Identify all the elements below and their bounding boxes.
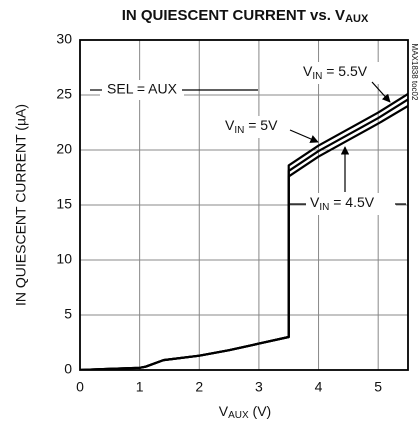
figure-note: MAX1838 toc02 [410,44,419,101]
x-tick-label: 1 [136,379,144,395]
annotation: VIN = 5.5V [303,63,368,82]
x-tick-label: 3 [255,379,263,395]
y-tick-label: 5 [64,306,72,322]
x-tick-label: 4 [315,379,323,395]
annotation: SEL = AUX [107,81,178,97]
arrow [289,129,319,143]
data-line [80,105,408,370]
label-bg [306,193,396,215]
label-bg [222,116,292,138]
x-axis-label: VAUX (V) [219,403,271,421]
y-tick-label: 25 [56,86,72,102]
y-tick-label: 20 [56,141,72,157]
y-tick-label: 15 [56,196,72,212]
annotation: VIN = 4.5V [310,194,375,213]
y-tick-label: 0 [64,361,72,377]
data-line [80,98,408,370]
y-tick-label: 30 [56,31,72,47]
plot-frame [79,39,409,371]
label-bg [100,80,184,100]
x-tick-label: 2 [195,379,203,395]
data-line [80,92,408,370]
x-tick-label: 0 [76,379,84,395]
arrow [371,81,391,103]
label-bg [300,62,392,84]
x-tick-label: 5 [374,379,382,395]
chart-title: IN QUIESCENT CURRENT vs. VAUX [122,7,369,25]
y-axis-label: IN QUIESCENT CURRENT (µA) [13,104,29,306]
y-tick-label: 10 [56,251,72,267]
annotation: VIN = 5V [225,117,278,136]
